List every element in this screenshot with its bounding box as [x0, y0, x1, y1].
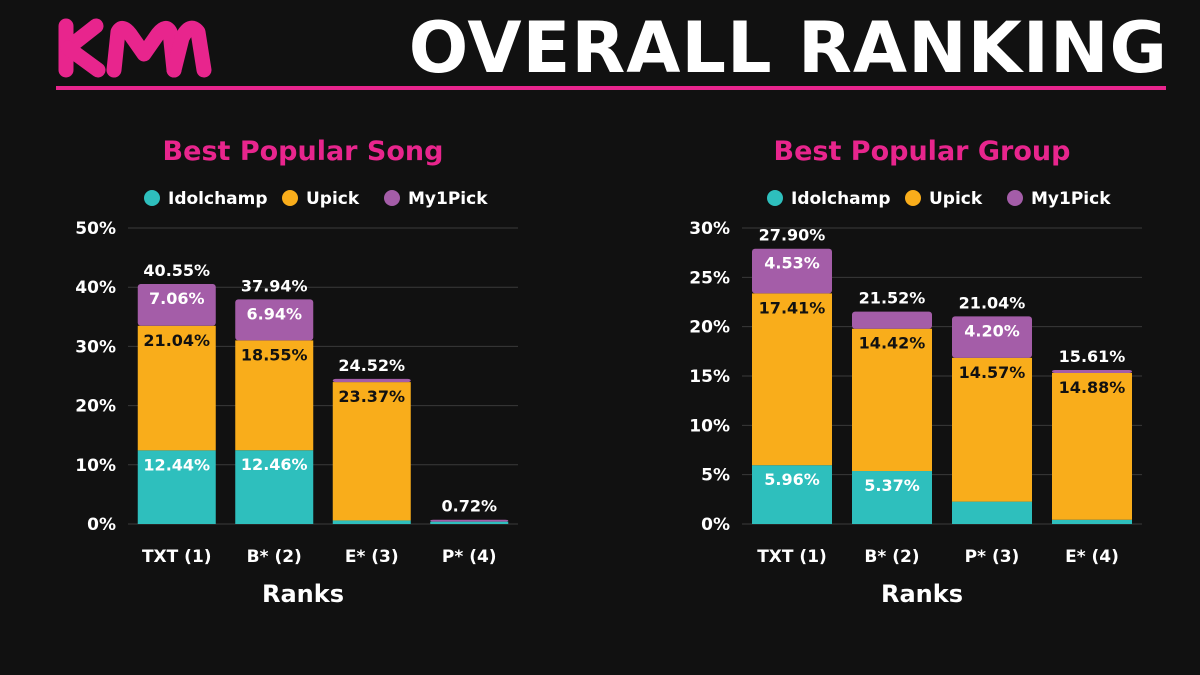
bar-segment-idolchamp-txt-1	[752, 465, 832, 524]
bar-segment-idolchamp-b-2	[852, 471, 932, 524]
segment-label: 4.20%	[964, 321, 1020, 340]
km-logo: KM	[56, 18, 212, 78]
segment-label: 21.04%	[143, 331, 210, 350]
bar-segment-idolchamp-txt-1	[137, 450, 216, 524]
bar-segment-upick-txt-1	[137, 325, 216, 451]
bar-segment-idolchamp-e-4	[1052, 519, 1132, 524]
segment-label: 12.46%	[241, 455, 308, 474]
segment-label: 5.37%	[864, 476, 920, 495]
legend-label-idolchamp: Idolchamp	[168, 189, 268, 209]
bar-segment-upick-txt-1	[752, 293, 832, 466]
total-label: 15.61%	[1059, 347, 1126, 366]
best-popular-song-chart: Best Popular Song Idolchamp Upick My1Pick 0%…	[75, 136, 518, 608]
total-label: 0.72%	[441, 497, 497, 516]
x-tick-label: TXT (1)	[757, 547, 827, 567]
legend-swatch-upick	[282, 190, 298, 206]
bar-segment-my1pick-txt-1	[752, 248, 832, 294]
x-tick-label: TXT (1)	[142, 547, 212, 567]
total-label: 21.52%	[859, 289, 926, 308]
logo-text: KM	[56, 18, 58, 19]
bar-segment-my1pick-b-2	[235, 299, 314, 341]
segment-label: 4.53%	[764, 254, 820, 273]
total-label: 27.90%	[759, 226, 826, 245]
total-label: 37.94%	[241, 276, 308, 295]
x-axis-title: Ranks	[881, 580, 963, 608]
legend-label-my1pick: My1Pick	[1031, 189, 1111, 209]
bar-segment-idolchamp-b-2	[235, 450, 314, 524]
bar-segment-idolchamp-e-3	[332, 520, 411, 524]
segment-label: 17.41%	[759, 298, 826, 317]
legend-label-idolchamp: Idolchamp	[791, 189, 891, 209]
legend-label-upick: Upick	[306, 189, 360, 209]
segment-label: 14.57%	[959, 363, 1026, 382]
segment-label: 23.37%	[338, 387, 405, 406]
y-tick-label: 0%	[87, 515, 116, 535]
bar-segment-idolchamp-p-4	[430, 521, 509, 524]
y-tick-label: 10%	[75, 456, 116, 476]
bar-segment-upick-p-3	[952, 357, 1032, 502]
bar-segment-idolchamp-p-3	[952, 501, 1032, 524]
bar-segment-my1pick-p-3	[952, 316, 1032, 358]
legend-label-my1pick: My1Pick	[408, 189, 488, 209]
x-tick-label: P* (3)	[965, 547, 1020, 567]
y-tick-label: 25%	[689, 268, 730, 288]
bar-segment-my1pick-e-3	[332, 378, 411, 383]
legend-swatch-upick	[905, 190, 921, 206]
y-tick-label: 10%	[689, 416, 730, 436]
y-tick-label: 15%	[689, 367, 730, 387]
bar-segment-my1pick-txt-1	[137, 284, 216, 326]
legend-label-upick: Upick	[929, 189, 983, 209]
legend-swatch-idolchamp	[767, 190, 783, 206]
segment-label: 18.55%	[241, 345, 308, 364]
x-tick-label: E* (4)	[1065, 547, 1119, 567]
bar-segment-my1pick-p-4	[430, 519, 509, 522]
y-tick-label: 20%	[689, 318, 730, 338]
x-tick-label: B* (2)	[247, 547, 302, 567]
total-label: 24.52%	[338, 356, 405, 375]
total-label: 21.04%	[959, 293, 1026, 312]
segment-label: 14.88%	[1059, 378, 1126, 397]
y-tick-label: 20%	[75, 397, 116, 417]
y-tick-label: 30%	[689, 219, 730, 239]
best-popular-group-chart: Best Popular Group Idolchamp Upick My1Pick 0…	[689, 136, 1142, 608]
chart-title: Best Popular Song	[163, 136, 444, 167]
legend-swatch-my1pick	[1007, 190, 1023, 206]
legend-swatch-idolchamp	[144, 190, 160, 206]
bar-segment-upick-b-2	[235, 340, 314, 451]
bar-segment-my1pick-b-2	[852, 311, 932, 329]
x-axis-title: Ranks	[262, 580, 344, 608]
segment-label: 6.94%	[246, 304, 302, 323]
bar-segment-upick-e-3	[332, 382, 411, 521]
bar-segment-upick-e-4	[1052, 372, 1132, 520]
y-tick-label: 30%	[75, 337, 116, 357]
y-tick-label: 50%	[75, 219, 116, 239]
segment-label: 5.96%	[764, 470, 820, 489]
x-tick-label: E* (3)	[345, 547, 399, 567]
title-divider	[56, 86, 1166, 90]
bar-segment-my1pick-e-4	[1052, 369, 1132, 373]
legend-swatch-my1pick	[384, 190, 400, 206]
segment-label: 14.42%	[859, 334, 926, 353]
page-title: OVERALL RANKING	[408, 7, 1168, 89]
total-label: 40.55%	[143, 261, 210, 280]
bar-segment-upick-b-2	[852, 328, 932, 472]
y-tick-label: 40%	[75, 278, 116, 298]
y-tick-label: 0%	[701, 515, 730, 535]
segment-label: 12.44%	[143, 455, 210, 474]
segment-label: 7.06%	[149, 289, 205, 308]
y-tick-label: 5%	[701, 466, 730, 486]
x-tick-label: B* (2)	[864, 547, 919, 567]
chart-title: Best Popular Group	[774, 136, 1071, 167]
x-tick-label: P* (4)	[442, 547, 497, 567]
